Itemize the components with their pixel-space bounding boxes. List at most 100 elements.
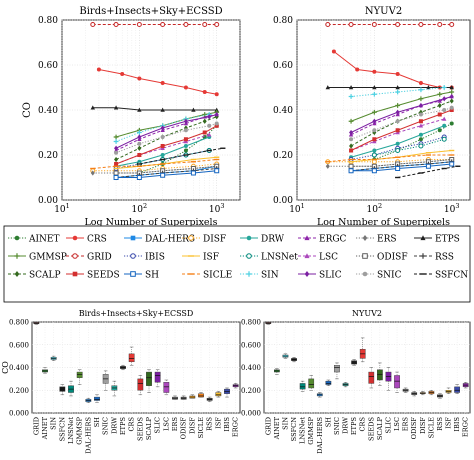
series-line bbox=[92, 107, 217, 111]
legend-marker bbox=[304, 253, 310, 259]
data-point bbox=[449, 89, 455, 95]
box-body bbox=[128, 353, 135, 363]
data-point bbox=[348, 22, 354, 27]
legend-label: DRW bbox=[261, 235, 285, 245]
category-label: ODISF bbox=[180, 417, 188, 440]
category-label: DISF bbox=[188, 417, 196, 434]
category-label: GMMSP bbox=[307, 416, 315, 444]
y-tick-label: 0.600 bbox=[241, 341, 261, 349]
box-ers: ERS bbox=[402, 387, 410, 431]
y-axis-label: CO bbox=[1, 361, 10, 374]
category-label: LNSNet bbox=[299, 417, 307, 444]
data-point bbox=[136, 130, 142, 135]
legend-label: ODISF bbox=[377, 253, 408, 263]
data-point bbox=[449, 98, 454, 104]
box-sin: SIN bbox=[281, 353, 289, 430]
data-point bbox=[202, 90, 207, 94]
data-point bbox=[114, 162, 119, 166]
legend-entry: SNIC bbox=[356, 271, 402, 281]
category-label: CRS bbox=[359, 417, 367, 432]
series-sh bbox=[113, 168, 220, 180]
data-point bbox=[395, 109, 400, 115]
legend-entry: SH bbox=[124, 271, 159, 281]
legend-label: ERGC bbox=[319, 235, 347, 245]
data-point bbox=[437, 98, 442, 103]
data-point bbox=[137, 76, 142, 81]
legend-box bbox=[3, 225, 471, 303]
box-lsc: LSC bbox=[393, 371, 401, 431]
box-gmmsp: GMMSP bbox=[307, 375, 315, 445]
y-tick-label: 0.40 bbox=[38, 106, 58, 116]
y-tick-label: 0.600 bbox=[9, 341, 29, 349]
box-body bbox=[198, 393, 204, 398]
data-point bbox=[349, 143, 354, 149]
category-label: SSFCN bbox=[58, 417, 66, 442]
y-tick-label: 0.60 bbox=[273, 61, 293, 71]
y-tick-label: 0.00 bbox=[38, 196, 58, 206]
data-point bbox=[183, 128, 188, 133]
category-label: AINET bbox=[41, 416, 49, 440]
y-tick-label: 0.800 bbox=[9, 319, 29, 327]
legend-label: RSS bbox=[435, 253, 454, 263]
data-point bbox=[442, 108, 447, 112]
legend-marker bbox=[14, 253, 20, 259]
legend-entry: SEEDS bbox=[66, 271, 120, 281]
box-etps: ETPS bbox=[119, 364, 127, 435]
box-lnsnet: LNSNet bbox=[299, 380, 307, 444]
category-label: AINET bbox=[273, 416, 281, 440]
data-point bbox=[418, 87, 424, 93]
series-line bbox=[397, 165, 458, 178]
data-point bbox=[449, 121, 454, 126]
box-ergc: ERGC bbox=[462, 382, 470, 437]
data-point bbox=[325, 85, 330, 90]
data-point bbox=[214, 107, 219, 112]
legend-label: LNSNet bbox=[261, 253, 298, 263]
x-tick-label: 103 bbox=[209, 202, 225, 215]
box-isf: ISF bbox=[214, 391, 222, 429]
data-point bbox=[418, 143, 424, 149]
box-body bbox=[377, 369, 383, 381]
category-label: SNIC bbox=[333, 417, 341, 435]
category-label: SEEDS bbox=[367, 417, 375, 441]
box-grid: GRID bbox=[32, 321, 40, 435]
data-point bbox=[190, 170, 196, 176]
data-point bbox=[136, 175, 142, 180]
box-ssfcn: SSFCN bbox=[58, 384, 66, 442]
legend-marker bbox=[246, 235, 252, 241]
box-body bbox=[325, 380, 332, 385]
data-point bbox=[214, 123, 219, 128]
box-crs: CRS bbox=[359, 337, 367, 432]
data-point bbox=[349, 148, 354, 153]
category-label: GRID bbox=[32, 417, 40, 435]
legend-entry: DAL-HERS bbox=[124, 235, 195, 245]
data-point bbox=[325, 163, 330, 169]
data-point bbox=[348, 94, 354, 99]
category-label: LSC bbox=[162, 417, 170, 431]
data-point bbox=[371, 159, 377, 165]
data-point bbox=[437, 112, 442, 117]
data-point bbox=[90, 170, 95, 176]
legend-marker bbox=[72, 271, 78, 277]
series-lnsnet bbox=[371, 136, 447, 158]
box-body bbox=[154, 371, 161, 383]
box-body bbox=[76, 371, 83, 378]
category-label: DISF bbox=[419, 417, 427, 434]
category-label: SCALP bbox=[145, 416, 153, 440]
series-etps bbox=[325, 85, 454, 90]
box-dal-hers: DAL-HERS bbox=[84, 397, 92, 454]
box-body bbox=[334, 365, 340, 373]
data-point bbox=[348, 118, 354, 124]
data-point bbox=[137, 134, 142, 140]
category-label: CRS bbox=[128, 417, 136, 432]
category-label: SIN bbox=[281, 417, 289, 430]
data-point bbox=[183, 22, 189, 27]
y-tick-label: 0.80 bbox=[38, 16, 58, 26]
box-body bbox=[215, 392, 222, 397]
data-point bbox=[113, 134, 119, 140]
category-label: RSS bbox=[436, 417, 444, 431]
data-point bbox=[160, 135, 165, 139]
legend-label: SSFCN bbox=[435, 271, 468, 281]
line-chart-1: 0.00 0.20 0.40 0.60 0.80 101 102 103 Birds+Insec… bbox=[22, 6, 241, 228]
legend-entry: CRS bbox=[66, 235, 107, 245]
data-point bbox=[371, 91, 377, 97]
